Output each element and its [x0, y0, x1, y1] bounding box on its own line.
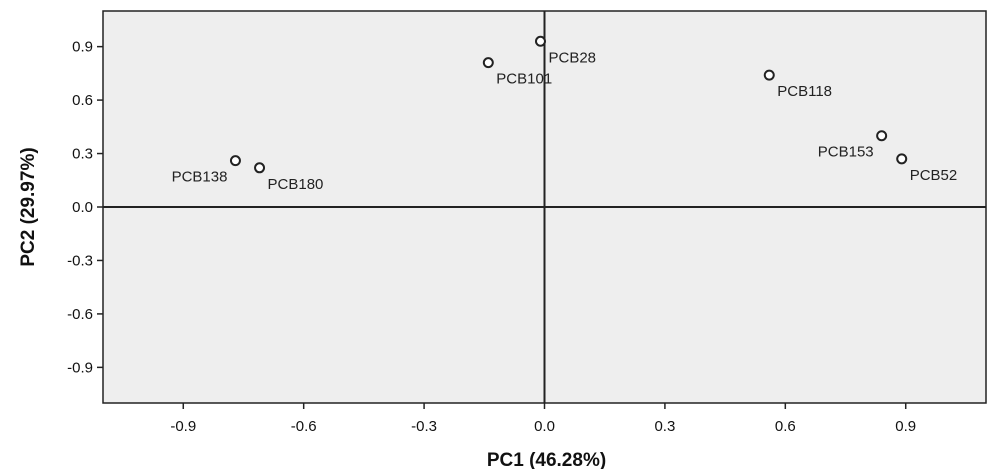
data-points: PCB28 PCB101 PCB118 PCB153 PCB52 PCB138 PCB180 — [172, 35, 958, 193]
point-marker — [534, 35, 546, 47]
point-label: PCB101 — [496, 71, 552, 88]
point-label: PCB180 — [268, 176, 324, 193]
point-marker — [763, 69, 775, 81]
y-tick-label: 0.0 — [72, 199, 93, 216]
x-tick-label: 0.9 — [895, 418, 916, 435]
y-tick-label: 0.6 — [72, 92, 93, 109]
axis-ticks: -0.9 -0.6 -0.3 0.0 0.3 0.6 0.9 0.9 0.6 0.3 0.0 -0.3… — [67, 39, 916, 435]
y-tick-label: -0.6 — [67, 306, 93, 323]
y-axis-title: PC2 (29.97%) — [18, 147, 39, 266]
y-tick-label: 0.9 — [72, 39, 93, 56]
point-label: PCB118 — [777, 83, 832, 100]
x-tick-label: -0.3 — [411, 418, 437, 435]
plot-frame — [102, 10, 987, 404]
point-marker — [482, 57, 494, 69]
x-tick-label: 0.6 — [775, 418, 796, 435]
y-tick-label: -0.9 — [67, 359, 93, 376]
x-tick-label: -0.9 — [170, 418, 196, 435]
point-marker — [229, 155, 241, 167]
point-marker — [254, 162, 266, 174]
y-tick-label: 0.3 — [72, 146, 93, 163]
x-tick-label: 0.0 — [534, 418, 555, 435]
x-axis-title: PC1 (46.28%) — [487, 450, 606, 469]
point-marker — [896, 153, 908, 165]
x-tick-label: -0.6 — [291, 418, 317, 435]
x-tick-label: 0.3 — [654, 418, 675, 435]
point-label: PCB52 — [910, 167, 958, 184]
y-tick-label: -0.3 — [67, 252, 93, 269]
point-label: PCB138 — [172, 169, 228, 186]
point-label: PCB153 — [818, 144, 874, 161]
point-marker — [876, 130, 888, 142]
reference-lines — [103, 11, 986, 403]
point-label: PCB28 — [548, 49, 596, 66]
